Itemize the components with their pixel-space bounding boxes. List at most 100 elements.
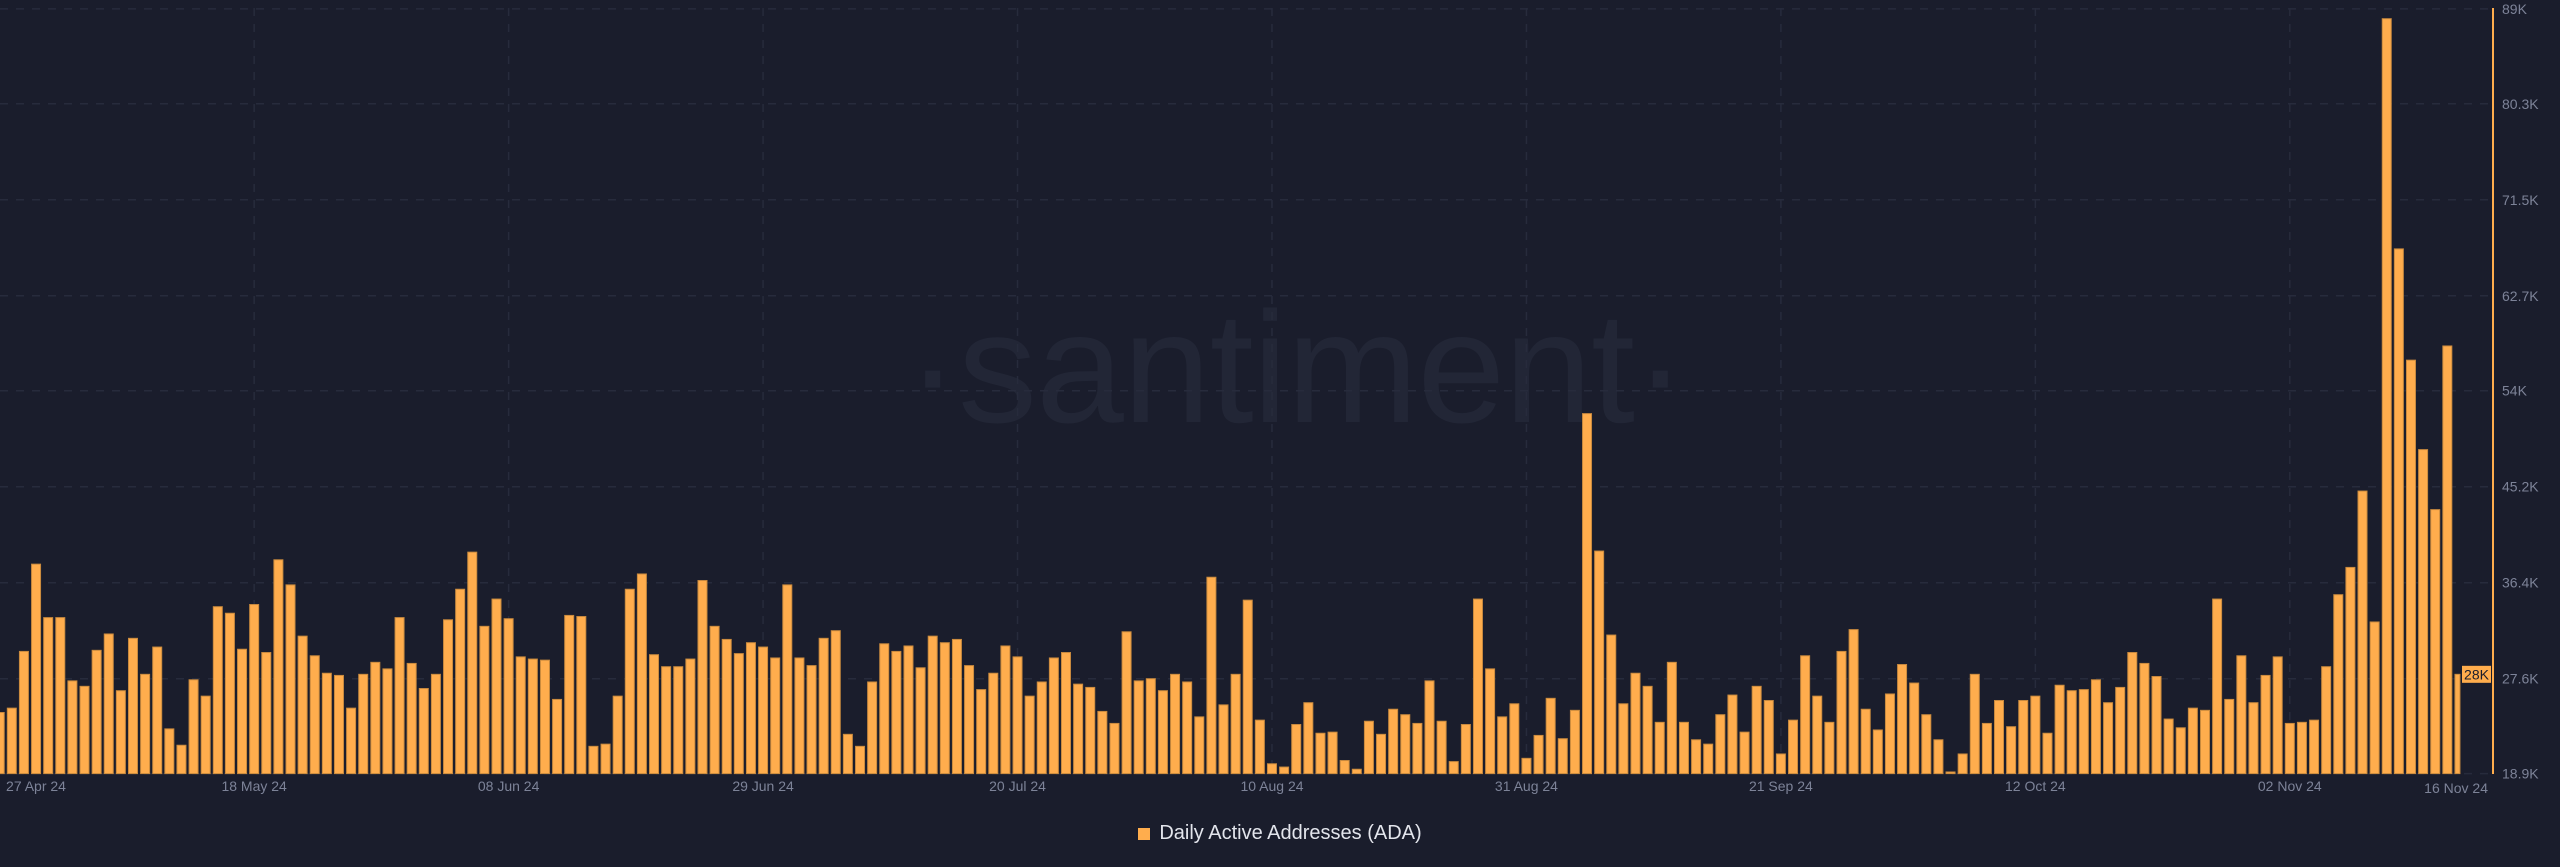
bar[interactable] [1545,697,1556,775]
bar[interactable] [273,559,284,775]
bar[interactable] [1194,716,1205,775]
bar[interactable] [1472,598,1483,775]
bar[interactable] [1436,720,1447,775]
bar[interactable] [2248,702,2259,775]
bar[interactable] [1994,700,2005,775]
bar[interactable] [1642,685,1653,775]
bar[interactable] [661,666,672,775]
bar[interactable] [733,653,744,775]
bar[interactable] [418,688,429,775]
bar[interactable] [1279,766,1290,775]
bar[interactable] [1509,703,1520,775]
bar[interactable] [1691,739,1702,775]
bar[interactable] [285,584,296,775]
bar[interactable] [394,617,405,775]
bar[interactable] [988,672,999,775]
bar[interactable] [333,674,344,775]
bar[interactable] [2369,621,2380,775]
bar[interactable] [1630,672,1641,775]
bar[interactable] [67,680,78,775]
bar[interactable] [224,612,235,775]
bar[interactable] [103,633,114,775]
bar[interactable] [443,619,454,775]
bar[interactable] [503,618,514,775]
bar[interactable] [2054,684,2065,775]
bar[interactable] [2103,702,2114,775]
bar[interactable] [552,698,563,775]
bar[interactable] [237,648,248,775]
legend[interactable]: Daily Active Addresses (ADA) [0,822,2560,845]
bar[interactable] [115,690,126,775]
bar[interactable] [2175,727,2186,775]
bar[interactable] [2090,679,2101,775]
bar[interactable] [1218,704,1229,775]
bar[interactable] [1594,550,1605,775]
bar[interactable] [673,666,684,775]
bar[interactable] [321,672,332,775]
bar[interactable] [1315,732,1326,775]
bar[interactable] [1327,731,1338,775]
bar[interactable] [527,658,538,775]
bar[interactable] [1145,678,1156,775]
bar[interactable] [2381,18,2392,775]
bar[interactable] [1448,761,1459,775]
bar[interactable] [515,656,526,775]
bar[interactable] [249,604,260,775]
bar[interactable] [1230,673,1241,775]
bar[interactable] [2066,690,2077,775]
bar[interactable] [164,728,175,775]
bar[interactable] [79,685,90,775]
bar[interactable] [830,630,841,775]
bar[interactable] [600,743,611,775]
bar[interactable] [2442,345,2453,775]
bar[interactable] [539,659,550,775]
bar[interactable] [2018,700,2029,775]
bar[interactable] [1376,733,1387,775]
bar[interactable] [1242,599,1253,775]
bar[interactable] [1121,631,1132,775]
bar[interactable] [903,645,914,775]
bar[interactable] [1812,695,1823,775]
bar[interactable] [2187,707,2198,775]
bar[interactable] [1678,721,1689,775]
bar[interactable] [1497,716,1508,775]
bar[interactable] [1291,724,1302,775]
bar[interactable] [1460,724,1471,775]
bar[interactable] [2042,732,2053,775]
bar[interactable] [879,643,890,775]
bar[interactable] [770,657,781,775]
bar[interactable] [915,667,926,775]
bar[interactable] [1606,634,1617,775]
bar[interactable] [2151,676,2162,775]
bar[interactable] [6,707,17,775]
bar[interactable] [1412,722,1423,775]
bar[interactable] [2309,719,2320,775]
bar[interactable] [697,580,708,775]
bar[interactable] [1557,738,1568,775]
bar[interactable] [1048,657,1059,775]
bar[interactable] [152,646,163,775]
bar[interactable] [2430,509,2441,775]
bar[interactable] [1727,694,1738,775]
bar[interactable] [927,635,938,775]
bar[interactable] [1400,714,1411,775]
bar[interactable] [624,588,635,775]
bar[interactable] [1521,757,1532,775]
bar[interactable] [855,745,866,775]
bar[interactable] [1884,693,1895,775]
bar[interactable] [479,625,490,775]
bar[interactable] [612,695,623,775]
bar[interactable] [2296,721,2307,775]
bar[interactable] [358,673,369,775]
bar[interactable] [818,637,829,775]
bar[interactable] [951,638,962,775]
bar[interactable] [2260,674,2271,775]
bar[interactable] [649,654,660,775]
bar[interactable] [491,598,502,775]
bar[interactable] [31,563,42,775]
bar[interactable] [806,665,817,775]
bar[interactable] [2393,248,2404,775]
bar[interactable] [721,638,732,775]
bar[interactable] [1206,576,1217,775]
bar[interactable] [2163,718,2174,775]
